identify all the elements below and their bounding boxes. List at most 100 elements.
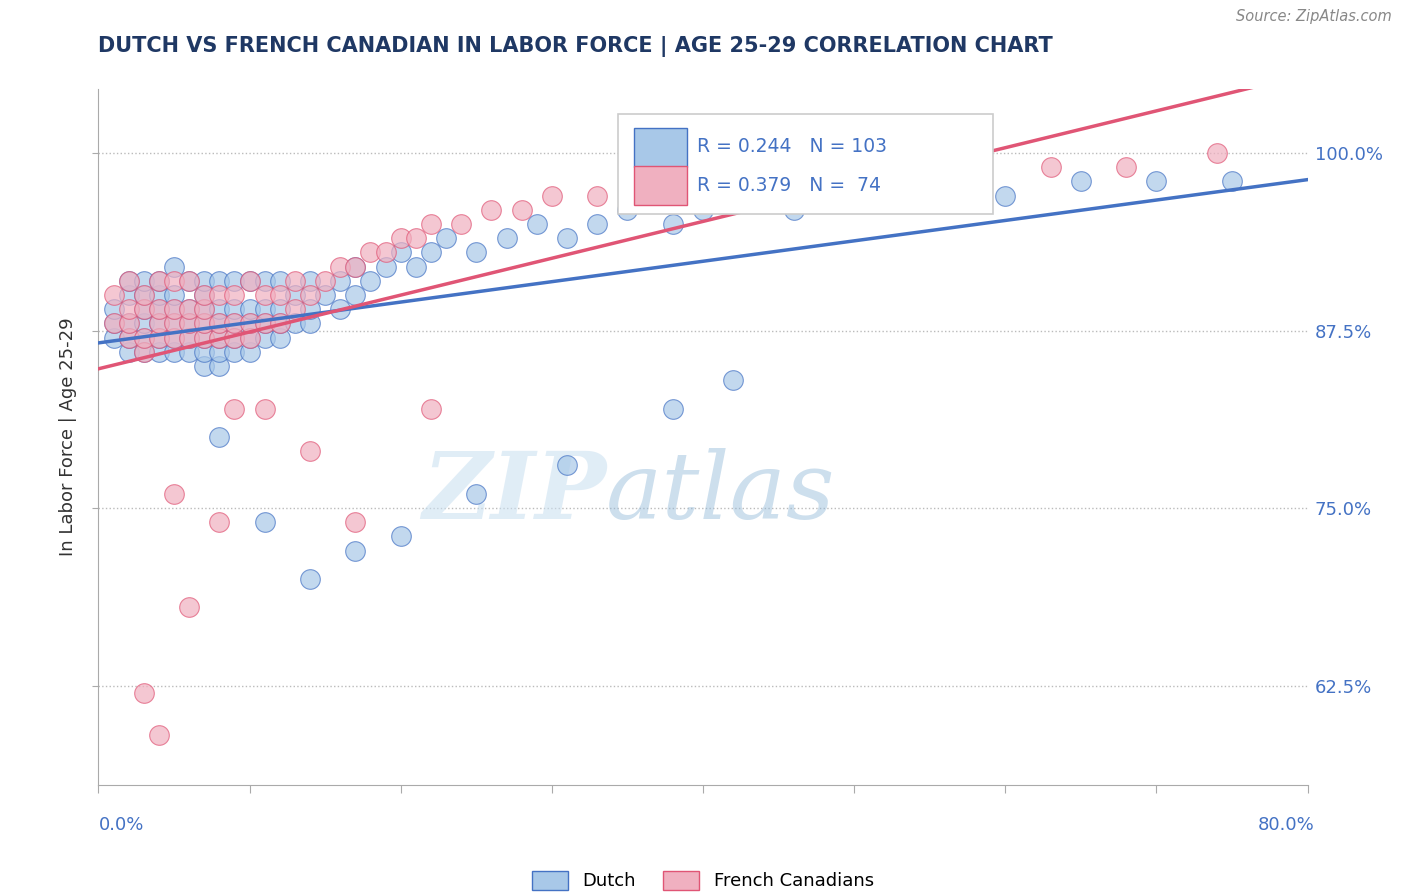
FancyBboxPatch shape — [634, 167, 688, 205]
Point — [1206, 146, 1229, 161]
Point — [103, 331, 125, 345]
Point — [526, 217, 548, 231]
Point — [465, 487, 488, 501]
Point — [994, 188, 1017, 202]
Point — [918, 188, 941, 202]
Point — [132, 331, 155, 345]
Point — [148, 274, 170, 288]
Point — [420, 245, 443, 260]
Point — [299, 444, 322, 458]
Point — [208, 516, 231, 530]
Point — [314, 288, 336, 302]
Legend: Dutch, French Canadians: Dutch, French Canadians — [524, 863, 882, 892]
Point — [179, 317, 201, 331]
Point — [193, 302, 215, 317]
Point — [132, 331, 155, 345]
Point — [239, 331, 262, 345]
Point — [224, 317, 246, 331]
Point — [163, 317, 186, 331]
Point — [179, 600, 201, 615]
Point — [118, 317, 141, 331]
Point — [132, 302, 155, 317]
Point — [253, 302, 276, 317]
Point — [224, 331, 246, 345]
Text: R = 0.379   N =  74: R = 0.379 N = 74 — [697, 177, 882, 195]
Point — [163, 487, 186, 501]
Point — [1039, 161, 1062, 175]
Point — [103, 288, 125, 302]
Point — [389, 231, 412, 245]
Point — [179, 317, 201, 331]
Point — [193, 274, 215, 288]
Point — [752, 174, 775, 188]
Point — [465, 245, 488, 260]
Point — [208, 430, 231, 444]
Point — [284, 274, 307, 288]
Point — [224, 274, 246, 288]
Point — [434, 231, 457, 245]
Point — [389, 245, 412, 260]
Point — [208, 274, 231, 288]
Text: DUTCH VS FRENCH CANADIAN IN LABOR FORCE | AGE 25-29 CORRELATION CHART: DUTCH VS FRENCH CANADIAN IN LABOR FORCE … — [98, 36, 1053, 57]
Point — [723, 373, 745, 387]
Point — [253, 274, 276, 288]
Point — [208, 344, 231, 359]
Point — [405, 231, 427, 245]
Point — [253, 317, 276, 331]
FancyBboxPatch shape — [634, 128, 688, 167]
Point — [193, 331, 215, 345]
Point — [360, 274, 382, 288]
Point — [374, 245, 396, 260]
Text: R = 0.244   N = 103: R = 0.244 N = 103 — [697, 137, 887, 156]
Point — [813, 174, 835, 188]
Point — [844, 188, 866, 202]
Point — [132, 686, 155, 700]
Point — [692, 188, 714, 202]
Point — [420, 217, 443, 231]
Point — [224, 302, 246, 317]
Point — [179, 274, 201, 288]
Text: 0.0%: 0.0% — [98, 816, 143, 834]
Point — [163, 302, 186, 317]
Point — [253, 516, 276, 530]
Point — [269, 317, 291, 331]
Point — [662, 217, 685, 231]
Point — [269, 302, 291, 317]
Point — [148, 331, 170, 345]
Point — [224, 401, 246, 416]
Point — [586, 188, 609, 202]
Point — [118, 302, 141, 317]
Point — [269, 274, 291, 288]
Point — [118, 331, 141, 345]
Point — [299, 572, 322, 586]
Point — [179, 302, 201, 317]
Point — [193, 331, 215, 345]
Point — [329, 260, 352, 274]
Point — [284, 288, 307, 302]
Point — [193, 317, 215, 331]
Point — [148, 331, 170, 345]
Point — [299, 302, 322, 317]
Point — [239, 331, 262, 345]
Point — [179, 344, 201, 359]
Point — [148, 288, 170, 302]
Point — [783, 202, 806, 217]
Point — [284, 317, 307, 331]
Point — [405, 260, 427, 274]
Text: atlas: atlas — [606, 448, 835, 538]
Point — [163, 317, 186, 331]
Point — [481, 202, 503, 217]
Point — [132, 288, 155, 302]
Point — [495, 231, 517, 245]
Point — [163, 302, 186, 317]
Point — [239, 344, 262, 359]
Point — [284, 302, 307, 317]
Point — [360, 245, 382, 260]
Point — [193, 359, 215, 373]
Point — [118, 331, 141, 345]
Point — [965, 161, 987, 175]
Point — [420, 401, 443, 416]
Point — [208, 359, 231, 373]
Point — [163, 260, 186, 274]
Point — [208, 302, 231, 317]
